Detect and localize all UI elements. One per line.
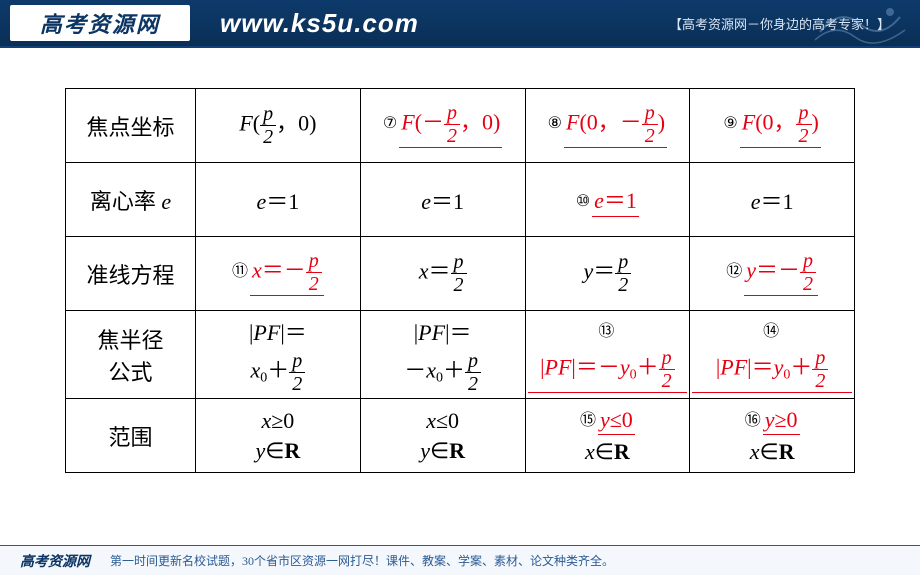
header-url: www.ks5u.com	[220, 8, 669, 39]
row-directrix: 准线方程 ⑪x＝－p2 x＝p2 y＝p2 ⑫y＝－p2	[66, 237, 855, 311]
row-eccentricity: 离心率 e e＝1 e＝1 ⑩e＝1 e＝1	[66, 163, 855, 237]
focus-col4: ⑨F(0，p2)	[690, 89, 855, 163]
range-col3: ⑮y≤0x∈R	[525, 399, 690, 473]
label-range: 范围	[66, 399, 196, 473]
row-focus: 焦点坐标 F(p2，0) ⑦F(－p2，0) ⑧F(0，－p2) ⑨F(0，p2…	[66, 89, 855, 163]
range-col1: x≥0y∈R	[196, 399, 361, 473]
logo-text: 高考资源网	[40, 7, 160, 39]
logo-box: 高考资源网	[10, 5, 190, 41]
focus-col3: ⑧F(0，－p2)	[525, 89, 690, 163]
fr-col1: |PF|＝x0＋p2	[196, 311, 361, 399]
dir-col4: ⑫y＝－p2	[690, 237, 855, 311]
label-directrix: 准线方程	[66, 237, 196, 311]
dir-col1: ⑪x＝－p2	[196, 237, 361, 311]
focus-col1: F(p2，0)	[196, 89, 361, 163]
ecc-col2: e＝1	[360, 163, 525, 237]
range-col2: x≤0y∈R	[360, 399, 525, 473]
row-range: 范围 x≥0y∈R x≤0y∈R ⑮y≤0x∈R ⑯y≥0x∈R	[66, 399, 855, 473]
label-eccentricity: 离心率 e	[66, 163, 196, 237]
fr-col3: ⑬|PF|＝－y0＋p2	[525, 311, 690, 399]
parabola-properties-table: 焦点坐标 F(p2，0) ⑦F(－p2，0) ⑧F(0，－p2) ⑨F(0，p2…	[65, 88, 855, 473]
ecc-col1: e＝1	[196, 163, 361, 237]
top-banner: 高考资源网 www.ks5u.com 【高考资源网－你身边的高考专家！】	[0, 0, 920, 48]
main-content: 焦点坐标 F(p2，0) ⑦F(－p2，0) ⑧F(0，－p2) ⑨F(0，p2…	[0, 48, 920, 473]
ecc-col4: e＝1	[690, 163, 855, 237]
row-focal-radius: 焦半径公式 |PF|＝x0＋p2 |PF|＝－x0＋p2 ⑬|PF|＝－y0＋p…	[66, 311, 855, 399]
dir-col2: x＝p2	[360, 237, 525, 311]
label-focus: 焦点坐标	[66, 89, 196, 163]
range-col4: ⑯y≥0x∈R	[690, 399, 855, 473]
footer-text: 第一时间更新名校试题，30个省市区资源一网打尽！课件、教案、学案、素材、论文种类…	[110, 552, 614, 569]
fr-col2: |PF|＝－x0＋p2	[360, 311, 525, 399]
footer-bar: 高考资源网 第一时间更新名校试题，30个省市区资源一网打尽！课件、教案、学案、素…	[0, 545, 920, 575]
ecc-col3: ⑩e＝1	[525, 163, 690, 237]
fr-col4: ⑭|PF|＝y0＋p2	[690, 311, 855, 399]
footer-logo: 高考资源网	[20, 551, 90, 571]
swirl-decoration-icon	[810, 2, 910, 46]
dir-col3: y＝p2	[525, 237, 690, 311]
focus-col2: ⑦F(－p2，0)	[360, 89, 525, 163]
label-focal-radius: 焦半径公式	[66, 311, 196, 399]
